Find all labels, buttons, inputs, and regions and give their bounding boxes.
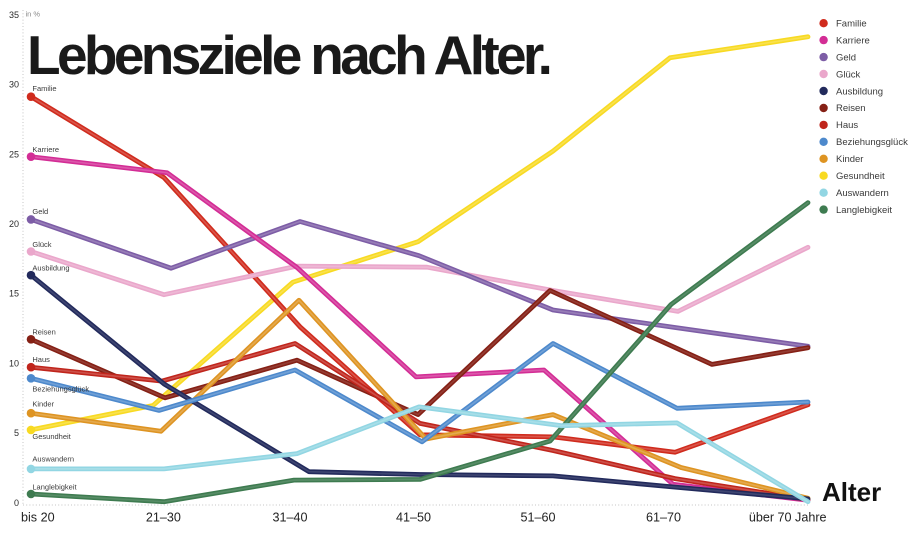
svg-text:Gesundheit: Gesundheit xyxy=(32,432,71,441)
svg-text:Ausbildung: Ausbildung xyxy=(32,264,69,273)
svg-text:Haus: Haus xyxy=(32,355,50,364)
svg-text:Reisen: Reisen xyxy=(836,103,866,114)
svg-text:Familie: Familie xyxy=(836,19,867,30)
svg-text:61–70: 61–70 xyxy=(646,510,681,524)
svg-text:Karriere: Karriere xyxy=(836,35,870,46)
svg-text:Beziehungsglück: Beziehungsglück xyxy=(836,137,908,148)
svg-text:35: 35 xyxy=(9,10,19,20)
svg-text:in %: in % xyxy=(26,9,41,18)
svg-text:Beziehungsglück: Beziehungsglück xyxy=(32,385,89,394)
svg-text:über 70 Jahre: über 70 Jahre xyxy=(749,510,827,524)
svg-text:Glück: Glück xyxy=(836,69,861,80)
svg-text:Ausbildung: Ausbildung xyxy=(836,86,883,97)
svg-text:Geld: Geld xyxy=(836,52,856,63)
svg-text:15: 15 xyxy=(9,289,19,299)
svg-text:5: 5 xyxy=(14,428,19,438)
svg-text:bis 20: bis 20 xyxy=(21,510,55,524)
svg-text:Auswandern: Auswandern xyxy=(32,455,74,464)
svg-text:25: 25 xyxy=(9,149,19,159)
svg-text:Familie: Familie xyxy=(32,84,56,93)
svg-text:Kinder: Kinder xyxy=(32,400,54,409)
svg-text:Reisen: Reisen xyxy=(32,328,55,337)
svg-text:Auswandern: Auswandern xyxy=(836,188,889,199)
svg-text:31–40: 31–40 xyxy=(272,510,307,524)
svg-text:20: 20 xyxy=(9,219,19,229)
svg-text:Gesundheit: Gesundheit xyxy=(836,171,885,182)
svg-text:30: 30 xyxy=(9,80,19,90)
svg-text:Langlebigkeit: Langlebigkeit xyxy=(32,483,77,492)
svg-text:10: 10 xyxy=(9,358,19,368)
svg-text:Kinder: Kinder xyxy=(836,154,863,165)
svg-text:0: 0 xyxy=(14,498,19,508)
svg-text:21–30: 21–30 xyxy=(146,510,181,524)
svg-text:Haus: Haus xyxy=(836,120,858,131)
svg-text:41–50: 41–50 xyxy=(396,510,431,524)
svg-text:Langlebigkeit: Langlebigkeit xyxy=(836,205,892,216)
svg-text:Karriere: Karriere xyxy=(32,145,59,154)
svg-text:Glück: Glück xyxy=(32,240,51,249)
svg-text:Geld: Geld xyxy=(32,207,48,216)
svg-text:51–60: 51–60 xyxy=(520,510,555,524)
